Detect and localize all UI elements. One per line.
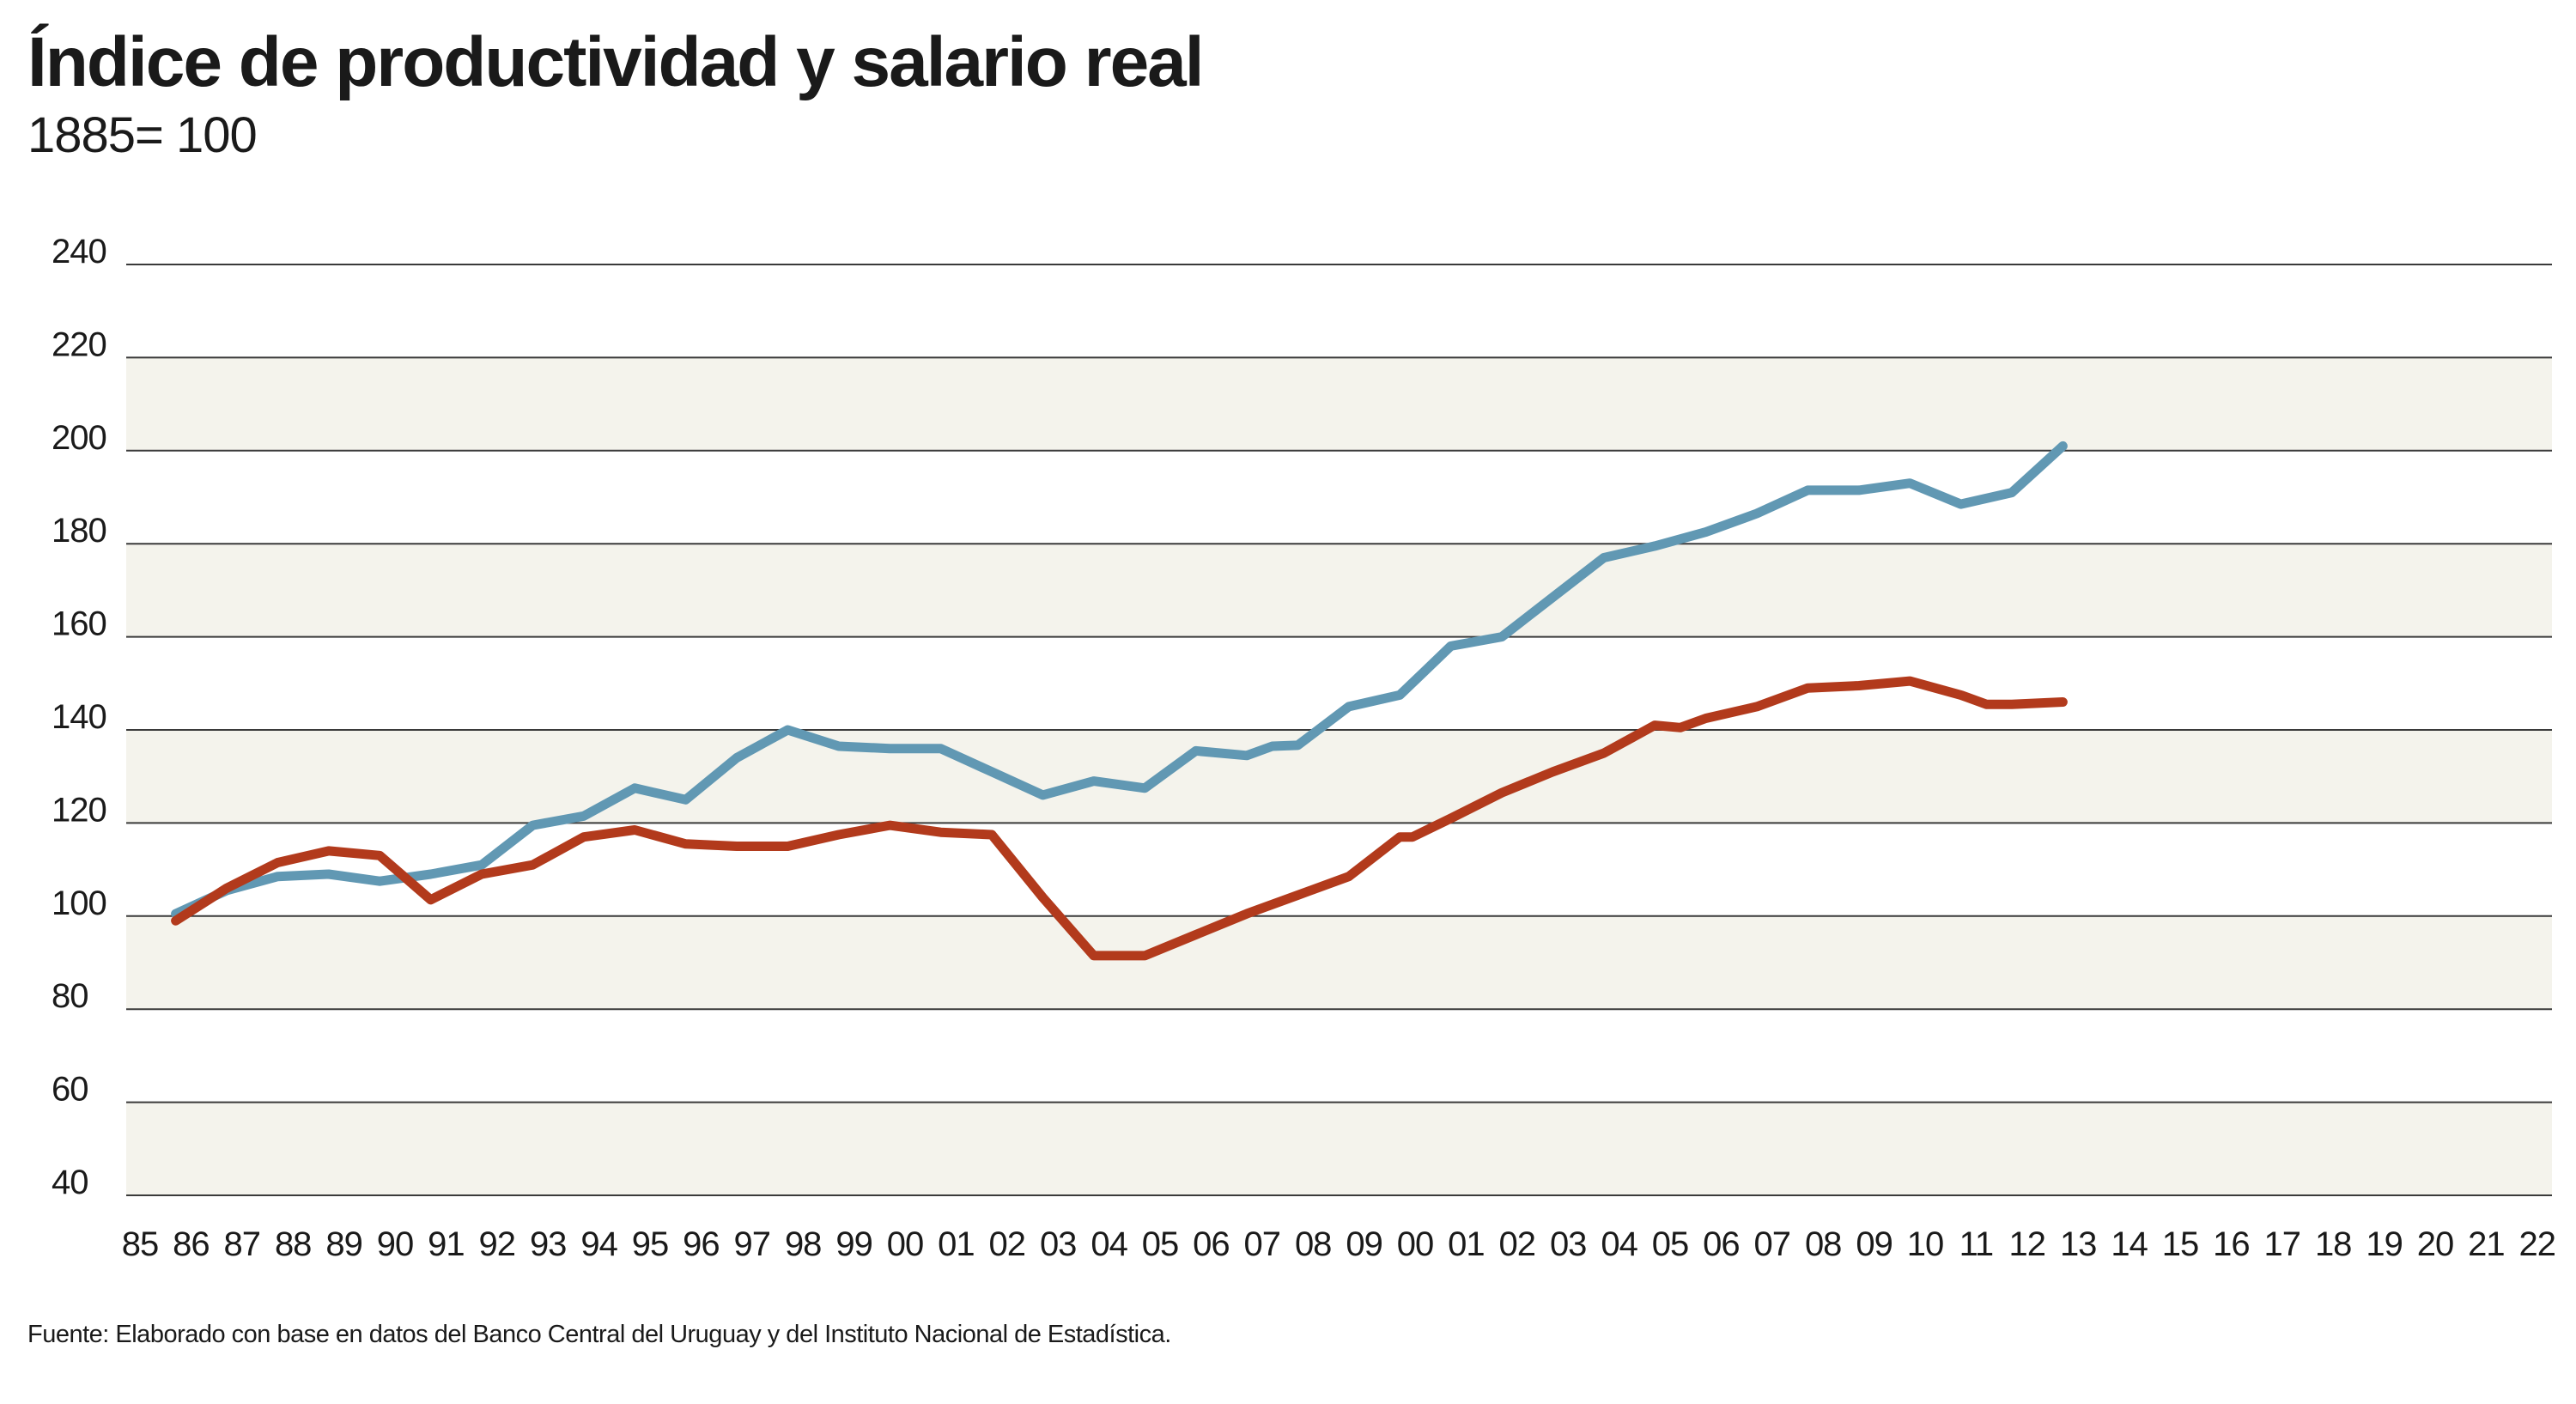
x-tick-label: 99 — [835, 1225, 872, 1263]
x-tick-label: 09 — [1856, 1225, 1893, 1263]
x-tick-label: 18 — [2315, 1225, 2352, 1263]
x-tick-label: 20 — [2417, 1225, 2454, 1263]
x-tick-label: 08 — [1295, 1225, 1332, 1263]
x-tick-label: 03 — [1040, 1225, 1077, 1263]
chart-title: Índice de productividad y salario real — [27, 23, 1205, 101]
background-band — [126, 915, 2552, 1010]
x-tick-label: 01 — [1448, 1225, 1485, 1263]
x-tick-label: 85 — [122, 1225, 159, 1263]
x-tick-label: 03 — [1550, 1225, 1587, 1263]
x-tick-label: 21 — [2468, 1225, 2505, 1263]
x-tick-label: 14 — [2111, 1225, 2148, 1263]
y-tick-label: 220 — [52, 325, 106, 363]
y-tick-label: 240 — [52, 233, 106, 270]
x-tick-label: 96 — [683, 1225, 720, 1263]
x-tick-label: 13 — [2060, 1225, 2097, 1263]
background-bands — [126, 357, 2552, 1195]
y-tick-label: 40 — [52, 1164, 88, 1201]
x-tick-label: 06 — [1703, 1225, 1740, 1263]
x-tick-label: 08 — [1805, 1225, 1842, 1263]
y-tick-label: 60 — [52, 1071, 88, 1109]
x-tick-label: 90 — [377, 1225, 414, 1263]
x-tick-label: 89 — [325, 1225, 362, 1263]
y-tick-label: 200 — [52, 419, 106, 457]
y-tick-label: 160 — [52, 605, 106, 643]
x-tick-label: 93 — [530, 1225, 567, 1263]
x-tick-label: 11 — [1959, 1225, 1994, 1263]
chart-subtitle: 1885= 100 — [27, 107, 258, 163]
background-band — [126, 357, 2552, 451]
x-tick-label: 04 — [1601, 1225, 1637, 1263]
x-tick-label: 97 — [734, 1225, 771, 1263]
x-tick-label: 07 — [1754, 1225, 1791, 1263]
source-note: Fuente: Elaborado con base en datos del … — [27, 1321, 1171, 1348]
x-tick-label: 17 — [2264, 1225, 2301, 1263]
x-tick-label: 91 — [428, 1225, 465, 1263]
series-line-2 — [171, 676, 2068, 961]
x-tick-label: 00 — [887, 1225, 924, 1263]
x-tick-label: 15 — [2162, 1225, 2199, 1263]
background-band — [126, 730, 2552, 824]
x-tick-label: 88 — [275, 1225, 312, 1263]
x-tick-label: 19 — [2366, 1225, 2403, 1263]
background-band — [126, 544, 2552, 637]
x-tick-label: 07 — [1244, 1225, 1281, 1263]
y-axis-tick-labels: 240 220 200 180 160 140 120 100 80 60 40 — [52, 233, 107, 1201]
x-tick-label: 05 — [1142, 1225, 1179, 1263]
x-tick-label: 00 — [1397, 1225, 1434, 1263]
y-tick-label: 140 — [52, 698, 106, 736]
x-tick-label: 06 — [1193, 1225, 1230, 1263]
y-tick-label: 120 — [52, 791, 106, 829]
x-tick-label: 16 — [2213, 1225, 2250, 1263]
x-tick-label: 09 — [1346, 1225, 1382, 1263]
y-tick-label: 100 — [52, 884, 106, 922]
x-tick-label: 94 — [580, 1225, 617, 1263]
x-tick-label: 01 — [938, 1225, 975, 1263]
x-tick-label: 95 — [632, 1225, 669, 1263]
gridlines — [126, 264, 2552, 1196]
x-tick-label: 22 — [2519, 1225, 2556, 1263]
x-tick-label: 02 — [989, 1225, 1026, 1263]
background-band — [126, 1102, 2552, 1195]
x-tick-label: 98 — [785, 1225, 822, 1263]
x-tick-label: 04 — [1091, 1225, 1127, 1263]
x-axis-tick-labels: 85 86 87 88 89 90 91 92 93 94 95 96 97 98 99 00 01 02 03 04… — [122, 1225, 2556, 1263]
x-tick-label: 12 — [2009, 1225, 2046, 1263]
y-tick-label: 80 — [52, 977, 88, 1015]
x-tick-label: 05 — [1652, 1225, 1689, 1263]
x-tick-label: 86 — [173, 1225, 210, 1263]
x-tick-label: 02 — [1499, 1225, 1536, 1263]
x-tick-label: 92 — [479, 1225, 516, 1263]
series-line-1 — [171, 441, 2068, 919]
data-series — [171, 441, 2068, 961]
x-tick-label: 87 — [224, 1225, 261, 1263]
y-tick-label: 180 — [52, 512, 106, 550]
x-tick-label: 10 — [1907, 1225, 1944, 1263]
